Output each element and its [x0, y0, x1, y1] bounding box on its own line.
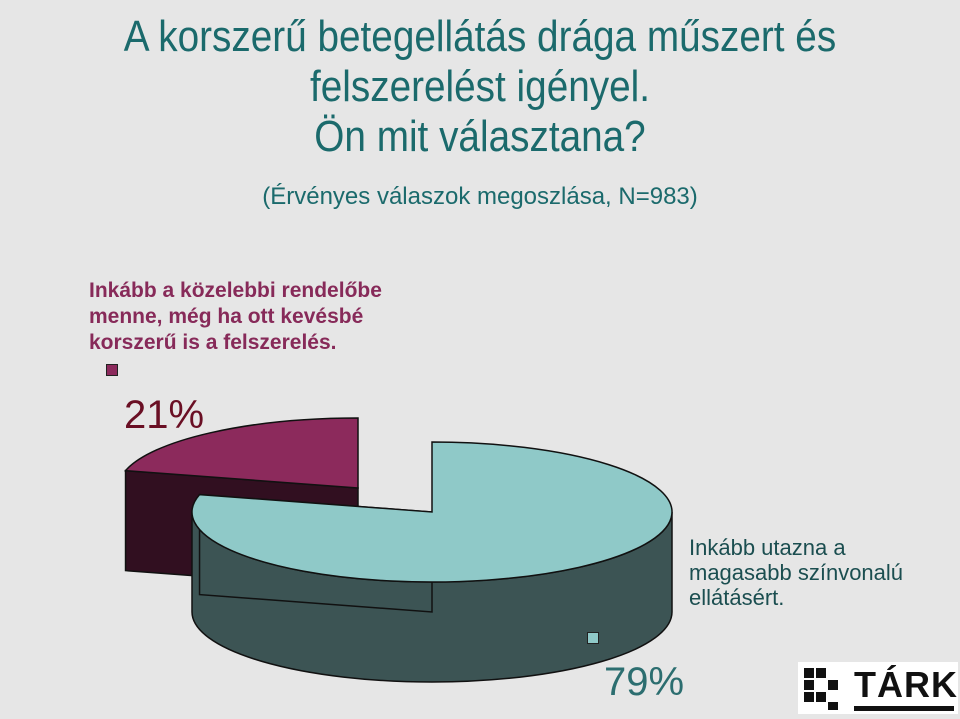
slice-travel	[191, 441, 673, 583]
tarki-logo: TÁRKI	[798, 662, 960, 714]
slice-near	[123, 417, 359, 489]
slice-label-travel: Inkább utazna a magasabb színvonalú ellá…	[689, 535, 904, 610]
logo-mark-icon	[804, 668, 838, 710]
legend-swatch-travel	[587, 632, 599, 644]
chart-subtitle: (Érvényes válaszok megoszlása, N=983)	[262, 183, 698, 210]
slice-label-near: Inkább a közelebbi rendelőbe menne, még …	[89, 279, 382, 354]
data-label-near: 21%	[124, 393, 205, 437]
title-line-3: Ön mit választana?	[314, 112, 646, 161]
title-line-1: A korszerű betegellátás drága műszert és	[123, 12, 837, 61]
page-title: A korszerű betegellátás drága műszert és…	[58, 12, 903, 162]
legend-swatch-near	[106, 364, 118, 376]
logo-underline	[854, 706, 954, 711]
title-line-2: felszerelést igényel.	[309, 62, 651, 111]
data-label-travel: 79%	[604, 660, 685, 704]
logo-text: TÁRKI	[854, 664, 960, 705]
